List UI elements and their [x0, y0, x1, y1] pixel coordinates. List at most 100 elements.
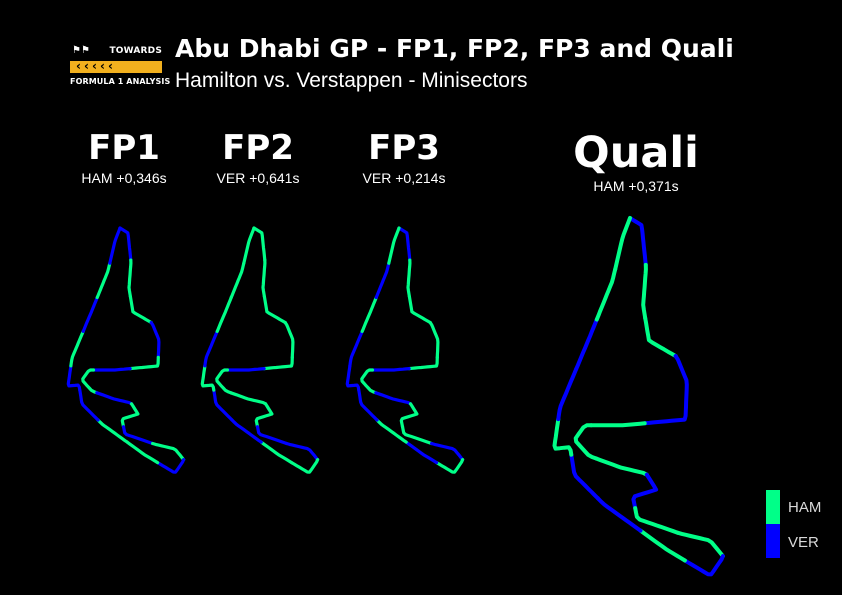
minisector-fp3-20 [387, 226, 401, 265]
minisector-fp2-16 [200, 364, 216, 392]
minisector-quali-12 [682, 554, 725, 577]
minisector-quali-16 [552, 417, 574, 457]
minisector-fp3-3 [407, 295, 432, 325]
minisector-quali-11 [675, 530, 725, 559]
minisector-fp1-10 [121, 425, 155, 446]
minisector-fp2-12 [290, 458, 320, 474]
session-gap-fp3: VER +0,214s [362, 170, 446, 186]
minisector-fp3-19 [374, 261, 391, 300]
track-quali [552, 216, 725, 577]
session-gap-fp1: HAM +0,346s [81, 170, 167, 186]
minisector-fp1-13 [125, 440, 160, 465]
session-gap-fp2: VER +0,641s [216, 170, 300, 186]
minisector-fp2-8 [229, 391, 268, 406]
minisector-fp3-13 [404, 440, 439, 465]
checkered-flag-icon: ⚑⚑ [72, 45, 90, 56]
minisector-quali-8 [594, 456, 649, 477]
minisector-fp2-15 [212, 388, 234, 422]
minisector-fp3-17 [348, 329, 364, 368]
minisector-fp1-2 [127, 258, 133, 299]
minisector-fp3-2 [406, 258, 412, 299]
minisector-quali-6 [589, 421, 647, 428]
minisector-fp2-2 [261, 258, 267, 299]
minisector-quali-9 [631, 472, 659, 511]
minisector-quali-14 [595, 496, 643, 533]
minisector-fp2-3 [262, 295, 287, 325]
minisector-fp1-12 [156, 458, 186, 474]
minisector-fp3-16 [345, 364, 361, 392]
minisector-quali-15 [569, 452, 600, 501]
minisector-fp3-12 [435, 458, 465, 474]
track-fp3 [345, 226, 465, 474]
minisector-fp3-11 [430, 441, 465, 462]
logo-bottom-text: FORMULA 1 ANALYSIS [70, 77, 171, 86]
minisector-quali-5 [642, 404, 688, 426]
minisector-fp2-10 [255, 425, 289, 446]
minisector-quali-4 [673, 354, 689, 409]
session-gap-quali: HAM +0,371s [593, 178, 679, 194]
minisector-fp1-9 [120, 402, 140, 429]
minisector-fp1-8 [95, 391, 134, 406]
minisector-fp1-14 [96, 418, 129, 444]
session-label-fp1: FP1 [88, 128, 160, 168]
minisector-fp1-3 [128, 295, 153, 325]
minisector-quali-13 [638, 528, 687, 563]
minisector-quali-1 [628, 216, 648, 267]
minisector-fp1-7 [81, 368, 99, 395]
minisector-quali-18 [574, 317, 599, 371]
minisector-fp2-19 [229, 261, 246, 300]
track-fp1 [66, 226, 186, 474]
minisector-fp1-6 [91, 367, 132, 372]
minisector-fp2-17 [203, 329, 219, 368]
chart-subtitle: Hamilton vs. Verstappen - Minisectors [175, 69, 528, 92]
minisector-fp3-10 [400, 425, 434, 446]
minisector-fp3-9 [399, 402, 419, 429]
minisector-fp2-5 [262, 355, 294, 371]
minisector-fp1-19 [95, 261, 112, 300]
session-label-fp3: FP3 [368, 128, 440, 168]
logo-top-text: TOWARDS [109, 46, 162, 56]
minisector-fp2-9 [254, 402, 274, 429]
minisector-fp1-5 [128, 355, 160, 371]
minisector-quali-17 [556, 367, 579, 422]
track-fp2 [200, 226, 320, 474]
session-label-quali: Quali [573, 128, 699, 178]
minisector-quali-19 [594, 267, 618, 322]
minisector-quali-7 [573, 423, 599, 461]
minisector-quali-2 [641, 262, 648, 321]
legend-label-ver: VER [788, 534, 819, 551]
minisector-fp3-4 [428, 320, 440, 359]
minisector-fp1-4 [149, 320, 161, 359]
minisector-fp1-20 [108, 226, 122, 265]
brand-logo: ⚑⚑ TOWARDS ‹ ‹ ‹ ‹ ‹ FORMULA 1 ANALYSIS [68, 44, 170, 90]
legend-swatch-ham [766, 490, 780, 524]
minisector-fp3-8 [374, 391, 413, 406]
minisector-quali-3 [643, 316, 678, 358]
session-label-fp2: FP2 [222, 128, 294, 168]
minisector-quali-10 [633, 506, 680, 535]
legend-label-ham: HAM [788, 499, 822, 516]
minisector-fp1-18 [81, 295, 99, 333]
minisector-fp2-11 [285, 441, 320, 462]
minisector-fp3-5 [407, 355, 439, 371]
minisector-fp2-4 [283, 320, 295, 359]
minisector-fp3-14 [375, 418, 408, 444]
minisector-fp2-14 [230, 418, 263, 444]
minisector-fp1-17 [69, 329, 85, 368]
minisector-fp2-1 [252, 226, 267, 262]
logo-chevron-bar: ‹ ‹ ‹ ‹ ‹ [70, 59, 162, 73]
minisector-fp2-20 [242, 226, 256, 265]
minisector-fp3-18 [360, 295, 378, 333]
minisector-fp1-16 [66, 364, 82, 392]
minisector-fp2-7 [215, 368, 233, 395]
legend-swatch-ver [766, 524, 780, 558]
minisector-fp1-15 [78, 388, 100, 422]
minisector-quali-20 [613, 216, 632, 272]
minisector-fp2-6 [225, 367, 266, 372]
minisector-fp2-18 [215, 295, 233, 333]
minisector-fp1-1 [118, 226, 133, 262]
minisector-fp3-6 [370, 367, 411, 372]
minisector-fp3-7 [360, 368, 378, 395]
minisector-fp3-1 [397, 226, 412, 262]
